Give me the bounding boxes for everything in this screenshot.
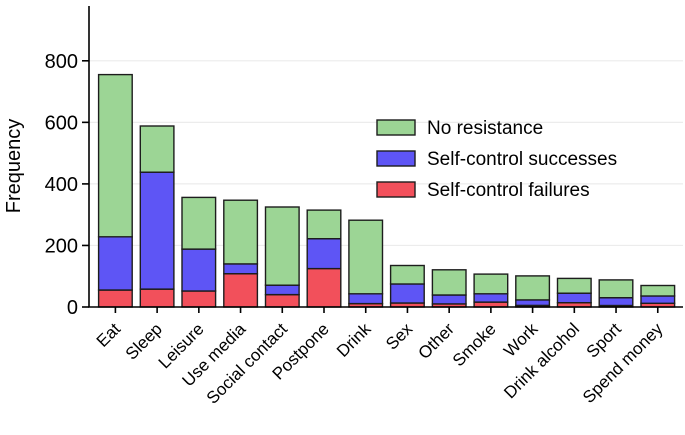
bar-segment-no-resistance-other xyxy=(431,269,467,296)
x-axis-label-eat: Eat xyxy=(93,319,125,351)
legend-swatch-no-resistance xyxy=(376,119,416,136)
bar-segment-no-resistance-spend-money xyxy=(640,284,676,297)
legend: No resistance Self-control successes Self-… xyxy=(376,118,617,201)
bar-segment-no-resistance-sleep xyxy=(139,125,175,173)
y-axis-tick-label: 0 xyxy=(67,297,78,319)
bar-segment-self-control-successes-sleep xyxy=(139,171,175,290)
bar-segment-no-resistance-work xyxy=(515,275,551,301)
y-axis-tick-labels: 0 200 400 600 800 xyxy=(45,51,78,319)
y-axis-title: Frequency xyxy=(3,119,25,214)
bar-segment-self-control-successes-sport xyxy=(598,297,634,307)
legend-label-self-control-successes: Self-control successes xyxy=(427,149,617,170)
bar-segment-self-control-successes-smoke xyxy=(473,293,509,303)
bar-segment-self-control-successes-postpone xyxy=(306,237,342,270)
y-axis-tick-label: 200 xyxy=(45,235,78,257)
bar-segment-no-resistance-postpone xyxy=(306,209,342,240)
bar-segment-no-resistance-sport xyxy=(598,279,634,299)
bar-segment-no-resistance-drink-alcohol xyxy=(556,277,592,294)
legend-label-self-control-failures: Self-control failures xyxy=(427,180,590,201)
bar-segment-self-control-successes-social-contact xyxy=(264,284,300,296)
legend-label-no-resistance: No resistance xyxy=(427,118,543,139)
bar-segment-no-resistance-social-contact xyxy=(264,206,300,286)
bar-segment-self-control-failures-postpone xyxy=(306,267,342,308)
bar-segment-self-control-successes-other xyxy=(431,294,467,305)
legend-swatch-self-control-failures xyxy=(376,181,416,198)
y-axis-tick-label: 600 xyxy=(45,112,78,134)
x-axis-label-sex: Sex xyxy=(382,319,417,354)
x-axis-label-smoke: Smoke xyxy=(449,319,500,370)
bar-segment-self-control-successes-drink-alcohol xyxy=(556,292,592,304)
bar-segment-self-control-successes-work xyxy=(515,299,551,307)
bar-segment-self-control-successes-drink xyxy=(348,293,384,305)
bar-segment-self-control-successes-leisure xyxy=(181,248,217,292)
bar-segment-self-control-failures-social-contact xyxy=(264,294,300,308)
bar-segment-self-control-failures-leisure xyxy=(181,290,217,308)
axes xyxy=(82,6,683,313)
bar-segment-self-control-failures-sleep xyxy=(139,288,175,308)
bar-segment-self-control-successes-spend-money xyxy=(640,295,676,304)
x-axis-label-drink: Drink xyxy=(333,319,375,361)
bar-segment-no-resistance-drink xyxy=(348,219,384,295)
legend-swatch-self-control-successes xyxy=(376,150,416,167)
bar-segment-self-control-successes-sex xyxy=(389,283,425,304)
bar-segment-self-control-failures-eat xyxy=(97,289,133,308)
bar-segment-no-resistance-leisure xyxy=(181,196,217,250)
bars xyxy=(97,73,676,308)
bar-segment-no-resistance-use-media xyxy=(223,199,259,265)
bar-segment-no-resistance-sex xyxy=(389,264,425,285)
bar-segment-self-control-successes-use-media xyxy=(223,263,259,275)
bar-segment-self-control-successes-eat xyxy=(97,236,133,291)
bar-segment-no-resistance-smoke xyxy=(473,273,509,295)
y-axis-tick-label: 800 xyxy=(45,51,78,73)
y-axis-tick-label: 400 xyxy=(45,174,78,196)
bar-segment-self-control-failures-use-media xyxy=(223,273,259,308)
bar-segment-no-resistance-eat xyxy=(97,73,133,238)
